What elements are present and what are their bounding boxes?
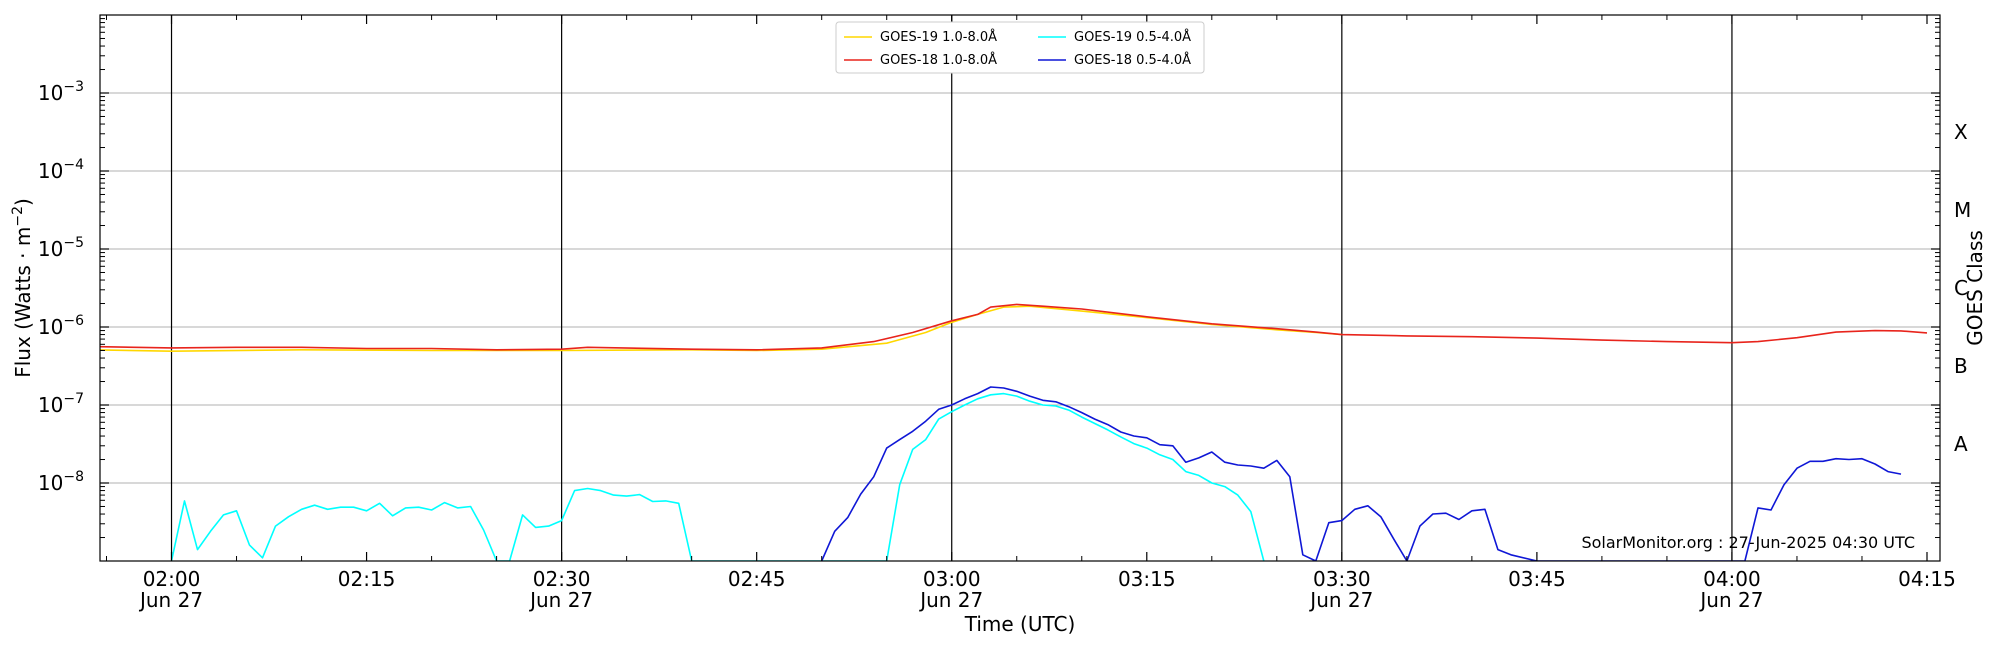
y-tick-label: 10−7 bbox=[38, 391, 84, 417]
y-tick-label: 10−4 bbox=[38, 157, 84, 183]
x-tick-date-label: Jun 27 bbox=[1698, 588, 1763, 612]
grid-lines bbox=[100, 92, 1940, 484]
y-tick-label: 10−6 bbox=[38, 313, 84, 339]
x-tick-label: 04:15 bbox=[1898, 567, 1956, 591]
series-lines bbox=[100, 303, 1928, 561]
legend-label-goes19-long: GOES-19 1.0-8.0Å bbox=[880, 29, 997, 45]
series-line-2 bbox=[170, 392, 1265, 561]
legend-label-goes18-long: GOES-18 1.0-8.0Å bbox=[880, 52, 997, 68]
legend: GOES-19 1.0-8.0Å GOES-18 1.0-8.0Å GOES-1… bbox=[835, 21, 1205, 74]
x-axis-label: Time (UTC) bbox=[964, 612, 1076, 636]
y-tick-label: 10−3 bbox=[38, 79, 84, 105]
x-tick-label: 03:00 bbox=[923, 567, 981, 591]
x-tick-date-label: Jun 27 bbox=[138, 588, 203, 612]
x-tick-label: 02:45 bbox=[728, 567, 786, 591]
legend-label-goes18-short: GOES-18 0.5-4.0Å bbox=[1074, 52, 1191, 68]
goes-class-labels: A B C M X bbox=[1954, 120, 1971, 456]
goes-class-label: M bbox=[1954, 198, 1971, 222]
watermark-text: SolarMonitor.org : 27-Jun-2025 04:30 UTC bbox=[1581, 533, 1915, 552]
x-tick-date-label: Jun 27 bbox=[918, 588, 983, 612]
x-tick-label: 02:30 bbox=[533, 567, 591, 591]
y-tick-label: 10−5 bbox=[38, 235, 84, 261]
x-tick-label: 04:00 bbox=[1703, 567, 1761, 591]
x-tick-label: 03:45 bbox=[1508, 567, 1566, 591]
x-tick-label: 02:15 bbox=[338, 567, 396, 591]
day-marker-lines bbox=[170, 15, 1733, 561]
plot-frame bbox=[99, 14, 1941, 562]
x-tick-label: 03:15 bbox=[1118, 567, 1176, 591]
series-line-1 bbox=[100, 303, 1928, 351]
x-tick-date-label: Jun 27 bbox=[1308, 588, 1373, 612]
y-tick-label: 10−8 bbox=[38, 469, 84, 495]
goes-class-label: B bbox=[1954, 354, 1968, 378]
goes-class-label: A bbox=[1954, 432, 1968, 456]
y-axis-label: Flux (Watts · m−2) bbox=[10, 198, 35, 378]
y-axis-ticks: 10−8 10−7 10−6 10−5 10−4 10−3 bbox=[38, 18, 1940, 539]
legend-label-goes19-short: GOES-19 0.5-4.0Å bbox=[1074, 29, 1191, 45]
legend-box bbox=[835, 21, 1205, 74]
goes-class-label: C bbox=[1954, 276, 1968, 300]
x-tick-label: 03:30 bbox=[1313, 567, 1371, 591]
series-line-0 bbox=[100, 305, 1342, 353]
goes-class-label: X bbox=[1954, 120, 1968, 144]
x-tick-date-label: Jun 27 bbox=[528, 588, 593, 612]
goes-class-axis-label: GOES Class bbox=[1963, 230, 1987, 346]
series-line-3 bbox=[820, 386, 1902, 561]
x-tick-label: 02:00 bbox=[143, 567, 201, 591]
